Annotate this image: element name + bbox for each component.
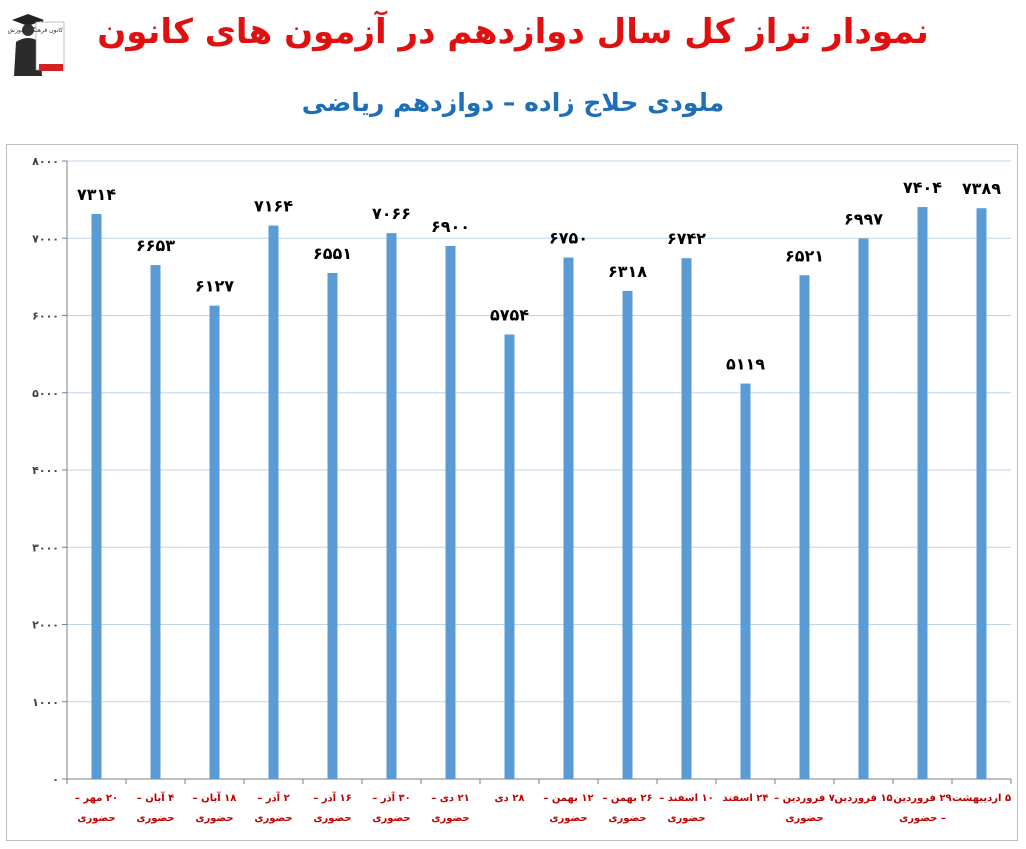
data-label: ۷۳۸۹: [962, 179, 1001, 198]
x-tick-label: حضوری: [667, 813, 705, 824]
x-tick-label: ۲۴ اسفند: [722, 793, 768, 804]
data-label: ۷۳۱۴: [77, 185, 116, 204]
x-tick-label: ۲۸ دی: [495, 793, 525, 804]
data-label: ۷۴۰۴: [903, 178, 942, 197]
y-tick-label: ۶۰۰۰: [32, 310, 59, 323]
x-tick-label: ۵ اردیبهشت: [952, 793, 1011, 804]
data-label: ۶۵۲۱: [785, 246, 824, 265]
data-label: ۶۵۵۱: [313, 244, 352, 263]
x-tick-label: ۲ آذر –: [257, 791, 289, 804]
x-tick-label: حضوری: [77, 813, 115, 824]
x-tick-label: حضوری: [431, 813, 469, 824]
x-tick-label: حضوری: [372, 813, 410, 824]
data-label: ۷۱۶۴: [254, 197, 293, 216]
y-tick-label: ۷۰۰۰: [32, 232, 59, 245]
x-tick-label: ۲۹ فروردین: [893, 793, 951, 804]
y-tick-label: ۰: [52, 773, 59, 786]
bar: [858, 238, 869, 779]
data-label: ۶۷۵۰: [549, 229, 588, 248]
chart-subtitle: ملودی حلاج زاده – دوازدهم ریاضی: [301, 88, 725, 117]
data-label: ۶۶۵۳: [136, 236, 175, 255]
x-tick-label: ۱۸ آبان –: [193, 791, 237, 804]
bar: [445, 245, 456, 780]
y-tick-label: ۴۰۰۰: [32, 464, 59, 477]
logo-text: کانون فرهنگی آموزش: [8, 25, 63, 34]
y-tick-label: ۳۰۰۰: [32, 541, 59, 554]
x-tick-label: ۴ آبان –: [137, 791, 175, 804]
x-tick-label: حضوری: [785, 813, 823, 824]
chart-title: نمودار تراز کل سال دوازدهم در آزمون های …: [97, 12, 929, 52]
logo-graduate-icon: کانون فرهنگی آموزش: [8, 14, 65, 76]
data-label: ۶۹۹۷: [844, 209, 883, 228]
y-tick-label: ۲۰۰۰: [32, 619, 59, 632]
data-label: ۵۱۱۹: [726, 355, 765, 374]
bar: [150, 265, 161, 779]
x-tick-label: ۳۰ آذر –: [372, 791, 411, 804]
bar: [799, 275, 810, 779]
bar: [740, 383, 751, 779]
bar: [917, 207, 928, 779]
bar: [976, 208, 987, 779]
bar: [622, 290, 633, 779]
x-tick-label: حضوری: [313, 813, 351, 824]
data-label: ۶۳۱۸: [608, 262, 647, 281]
bar: [91, 213, 102, 779]
x-tick-label: – حضوری: [899, 813, 946, 824]
x-tick-label: ۱۰ اسفند –: [659, 793, 714, 804]
bar: [268, 225, 279, 779]
data-label: ۶۹۰۰: [431, 217, 470, 236]
data-label: ۶۷۴۲: [667, 229, 706, 248]
bar-chart: ۰ ۱۰۰۰ ۲۰۰۰ ۳۰۰۰ ۴۰۰۰ ۵۰۰۰ ۶۰۰۰ ۷۰۰۰ ۸۰۰۰ ۷۳۱۴ ۲۰ …: [32, 155, 1012, 824]
data-label: ۷۰۶۶: [372, 204, 411, 223]
bar: [327, 272, 338, 779]
bar: [563, 257, 574, 779]
bar: [504, 334, 515, 779]
x-tick-label: حضوری: [608, 813, 646, 824]
x-tick-label: حضوری: [195, 813, 233, 824]
y-tick-label: ۱۰۰۰: [32, 696, 59, 709]
bar: [681, 258, 692, 779]
x-tick-label: ۷ فروردین –: [774, 793, 835, 804]
x-tick-label: ۱۲ بهمن –: [543, 793, 593, 804]
x-tick-label: حضوری: [549, 813, 587, 824]
bar: [386, 233, 397, 779]
x-tick-label: ۲۶ بهمن –: [602, 793, 652, 804]
x-tick-label: ۱۵ فروردین: [834, 793, 892, 804]
y-tick-label: ۵۰۰۰: [32, 387, 59, 400]
y-tick-label: ۸۰۰۰: [32, 155, 59, 168]
x-tick-label: ۲۱ دی –: [431, 793, 469, 804]
x-tick-label: ۱۶ آذر –: [313, 791, 352, 804]
x-tick-label: حضوری: [254, 813, 292, 824]
chart-frame: ۰ ۱۰۰۰ ۲۰۰۰ ۳۰۰۰ ۴۰۰۰ ۵۰۰۰ ۶۰۰۰ ۷۰۰۰ ۸۰۰۰ ۷۳۱۴ ۲۰ …: [6, 144, 1018, 841]
bar: [209, 305, 220, 779]
data-label: ۶۱۲۷: [195, 277, 234, 296]
x-tick-label: ۲۰ مهر –: [75, 793, 118, 804]
x-tick-label: حضوری: [136, 813, 174, 824]
data-label: ۵۷۵۴: [490, 306, 529, 325]
